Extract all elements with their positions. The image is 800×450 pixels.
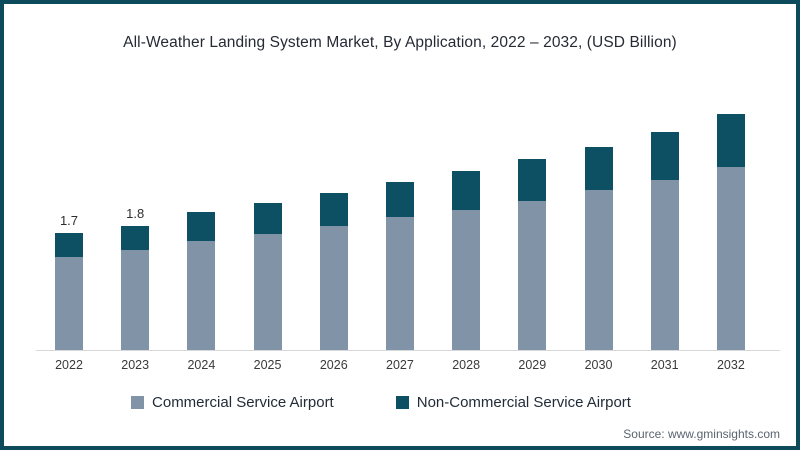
x-axis-label: 2030: [584, 358, 613, 372]
bar-2027: [385, 90, 414, 350]
bar-value-label: 1.8: [126, 206, 145, 221]
bar-2022: 1.7: [55, 90, 83, 350]
x-axis-label: 2028: [452, 358, 481, 372]
plot-area: 1.7 1.8: [55, 90, 745, 350]
source-attribution: Source: www.gminsights.com: [623, 427, 780, 441]
bar-segment-commercial: [518, 201, 547, 350]
bar-2031: [650, 90, 679, 350]
bar-2029: [518, 90, 547, 350]
x-axis-label: 2031: [650, 358, 679, 372]
bar-2028: [452, 90, 481, 350]
bar-segment-noncommercial: [650, 132, 679, 180]
bar-segment-noncommercial: [187, 212, 216, 241]
bar-segment-noncommercial: [452, 171, 481, 210]
bar-segment-commercial: [121, 250, 150, 350]
bar-segment-noncommercial: [716, 114, 745, 167]
bar-segment-commercial: [319, 226, 348, 350]
legend: Commercial Service Airport Non-Commercia…: [4, 394, 777, 411]
x-axis-line: [36, 350, 780, 351]
bar-segment-noncommercial: [319, 193, 348, 226]
bar-segment-commercial: [584, 190, 613, 350]
legend-swatch-noncommercial-icon: [395, 396, 409, 409]
legend-swatch-commercial-icon: [131, 396, 145, 409]
bar-segment-noncommercial: [518, 159, 547, 201]
legend-label-noncommercial: Non-Commercial Service Airport: [416, 394, 631, 411]
bar-segment-commercial: [187, 241, 216, 350]
bar-segment-noncommercial: [584, 147, 613, 190]
bar-segment-noncommercial: [121, 226, 150, 250]
bar-segment-noncommercial: [55, 233, 83, 257]
bar-segment-commercial: [55, 257, 83, 350]
bar-segment-commercial: [452, 210, 481, 350]
bar-2032: [716, 90, 745, 350]
x-axis-label: 2024: [187, 358, 216, 372]
chart-title: All-Weather Landing System Market, By Ap…: [123, 34, 677, 51]
bar-2023: 1.8: [121, 90, 150, 350]
bar-segment-noncommercial: [385, 182, 414, 217]
x-axis-label: 2029: [518, 358, 547, 372]
bar-2030: [584, 90, 613, 350]
x-axis-label: 2032: [716, 358, 745, 372]
bar-value-label: 1.7: [59, 213, 79, 228]
bar-2025: [253, 90, 282, 350]
bar-2026: [319, 90, 348, 350]
x-axis-label: 2027: [386, 358, 414, 372]
legend-item-commercial: Commercial Service Airport: [131, 394, 334, 411]
x-axis-label: 2025: [253, 358, 282, 372]
bar-segment-commercial: [716, 167, 745, 350]
x-axis-label: 2022: [55, 358, 83, 372]
legend-item-noncommercial: Non-Commercial Service Airport: [395, 394, 631, 411]
bar-segment-noncommercial: [253, 203, 282, 234]
bar-2024: [187, 90, 216, 350]
bar-segment-commercial: [385, 217, 414, 350]
x-axis-label: 2023: [121, 358, 150, 372]
bar-segment-commercial: [650, 180, 679, 350]
legend-label-commercial: Commercial Service Airport: [152, 394, 334, 411]
x-axis-label: 2026: [319, 358, 348, 372]
bar-segment-commercial: [253, 234, 282, 350]
x-axis-labels: 2022 2023 2024 2025 2026 2027 2028 2029 2030 2031…: [55, 358, 745, 372]
